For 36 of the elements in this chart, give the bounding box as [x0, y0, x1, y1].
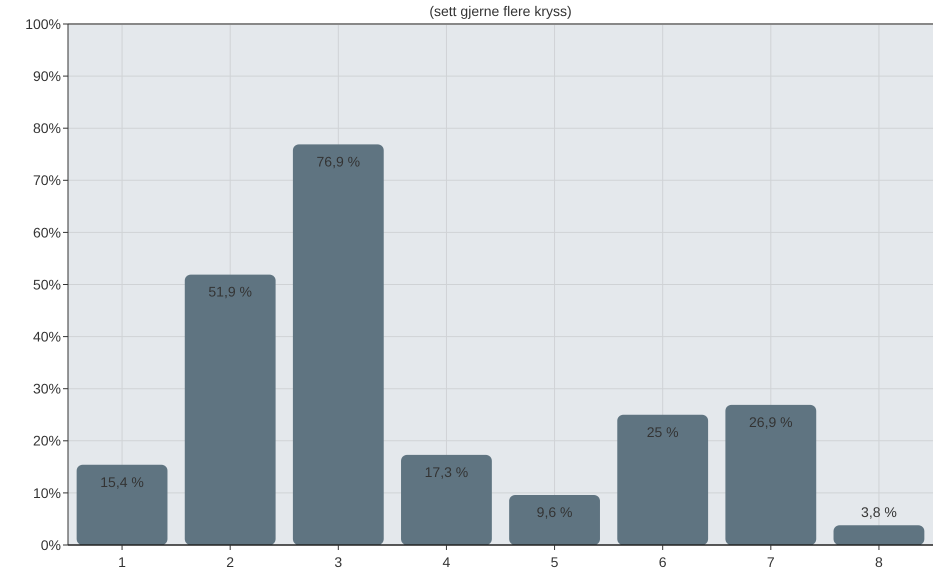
- bar: [184, 274, 276, 545]
- data-label: 25 %: [646, 424, 679, 440]
- bar: [617, 414, 708, 545]
- y-tick-label: 20%: [32, 432, 61, 449]
- x-tick-label: 4: [442, 554, 451, 570]
- y-tick-label: 10%: [32, 484, 61, 501]
- x-tick-label: 8: [875, 554, 884, 570]
- y-tick-label: 70%: [32, 172, 61, 188]
- bar: [292, 144, 384, 545]
- y-tick-label: 50%: [32, 276, 61, 292]
- y-tick-label: 60%: [32, 224, 61, 240]
- data-label: 3,8 %: [861, 504, 897, 520]
- y-tick-label: 40%: [32, 328, 61, 344]
- data-label: 15,4 %: [100, 474, 144, 490]
- data-label: 26,9 %: [749, 414, 793, 430]
- bar: [401, 454, 492, 545]
- y-tick-label: 80%: [32, 120, 61, 136]
- bar: [509, 494, 600, 545]
- data-label: 17,3 %: [424, 464, 468, 480]
- y-tick-label: 100%: [25, 16, 61, 32]
- x-tick-label: 1: [118, 554, 126, 570]
- x-tick-label: 3: [334, 554, 342, 570]
- x-tick-label: 6: [658, 554, 667, 570]
- data-label: 9,6 %: [536, 504, 572, 520]
- x-tick-label: 5: [550, 554, 559, 570]
- bar: [834, 525, 924, 545]
- bar: [76, 464, 168, 545]
- x-tick-label: 7: [766, 554, 775, 570]
- y-tick-label: 90%: [32, 68, 61, 84]
- x-tick-label: 2: [226, 554, 234, 570]
- data-label: 76,9 %: [316, 153, 360, 170]
- bar: [725, 404, 816, 545]
- data-label: 51,9 %: [208, 284, 252, 300]
- chart-subtitle: (sett gjerne flere kryss): [429, 3, 572, 19]
- y-tick-label: 0%: [40, 536, 61, 553]
- y-tick-label: 30%: [32, 380, 61, 397]
